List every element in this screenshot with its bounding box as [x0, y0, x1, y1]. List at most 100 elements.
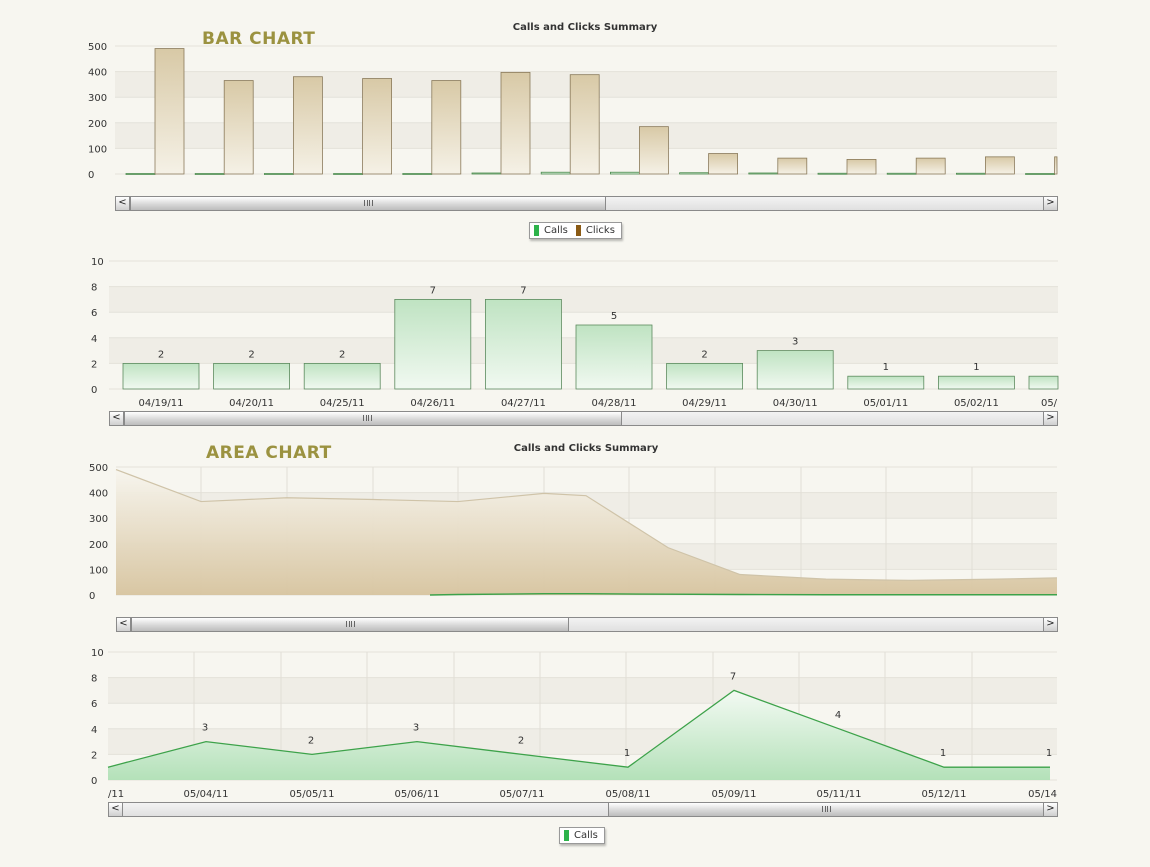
data-label: 1 [940, 748, 946, 759]
legend-item-clicks[interactable]: Clicks [575, 225, 615, 236]
calls-bar [666, 362, 743, 390]
grip-icon [363, 415, 372, 421]
area-chart-legend: Calls [559, 827, 605, 844]
scroll-right-button[interactable]: > [1043, 412, 1057, 425]
scroll-thumb[interactable] [608, 803, 1044, 816]
legend-label: Clicks [585, 225, 615, 236]
legend-label: Calls [574, 830, 598, 841]
scroll-left-button[interactable]: < [117, 618, 131, 631]
legend-label: Calls [544, 225, 568, 236]
x-tick-label: 04/30/11 [773, 398, 818, 409]
scroll-thumb[interactable] [130, 197, 606, 210]
data-label: 3 [413, 723, 419, 734]
calls-bar [956, 172, 986, 175]
calls-bar [610, 171, 640, 175]
calls-bar [484, 298, 562, 390]
scroll-thumb[interactable] [124, 412, 622, 425]
x-tick-label: 04/29/11 [682, 398, 727, 409]
clicks-bar [431, 80, 462, 175]
data-label: 7 [430, 285, 436, 296]
x-tick-label: /11 [108, 789, 124, 800]
calls-bar [847, 375, 925, 390]
bar-chart-scrollbar[interactable]: < > [115, 196, 1058, 211]
calls-bar [333, 173, 364, 175]
calls-bar [817, 172, 848, 175]
grip-icon [364, 200, 373, 206]
y-tick-label: 0 [89, 591, 95, 602]
calls-bar [122, 362, 200, 390]
bar-chart-title: Calls and Clicks Summary [512, 22, 658, 33]
data-label: 1 [1046, 748, 1052, 759]
clicks-bar [1054, 156, 1058, 175]
area-chart-heading: AREA CHART [206, 443, 332, 463]
x-tick-label: 05/08/11 [606, 789, 651, 800]
y-tick-label: 8 [91, 674, 97, 685]
legend-item-calls[interactable]: Calls [564, 830, 598, 841]
y-tick-label: 100 [89, 565, 108, 576]
data-label: 1 [973, 362, 979, 373]
clicks-line [115, 468, 1058, 582]
data-label: 4 [835, 710, 841, 721]
y-tick-label: 300 [88, 93, 107, 104]
calls-bar [1028, 375, 1059, 390]
calls-bar [394, 298, 472, 390]
scroll-right-button[interactable]: > [1043, 618, 1057, 631]
y-tick-label: 300 [89, 514, 108, 525]
scroll-left-button[interactable]: < [109, 803, 123, 816]
calls-bar [263, 173, 294, 175]
calls-bar-chart-scrollbar[interactable]: < > [109, 411, 1058, 426]
calls-swatch [564, 830, 569, 841]
y-tick-label: 200 [89, 540, 108, 551]
clicks-bar [569, 74, 600, 175]
x-tick-label: 05/07/11 [500, 789, 545, 800]
calls-area-chart-scrollbar[interactable]: < > [108, 802, 1058, 817]
legend-item-calls[interactable]: Calls [534, 225, 568, 236]
area-chart-scrollbar[interactable]: < > [116, 617, 1058, 632]
y-tick-label: 4 [91, 725, 97, 736]
x-tick-label: 05/ [1041, 398, 1058, 409]
grip-icon [822, 806, 831, 812]
y-tick-label: 6 [91, 308, 97, 319]
clicks-bar [708, 153, 738, 175]
data-label: 2 [518, 735, 524, 746]
x-tick-label: 04/19/11 [139, 398, 184, 409]
x-tick-label: 05/05/11 [290, 789, 335, 800]
clicks-area [116, 469, 1057, 595]
y-tick-label: 200 [88, 119, 107, 130]
clicks-bar [915, 157, 946, 175]
y-tick-label: 6 [91, 699, 97, 710]
calls-bar [575, 324, 653, 390]
scroll-left-button[interactable]: < [116, 197, 130, 210]
bar-chart-legend: Calls Clicks [529, 222, 622, 239]
x-tick-label: 04/26/11 [410, 398, 455, 409]
x-tick-label: 05/11/11 [817, 789, 862, 800]
scroll-right-button[interactable]: > [1043, 197, 1057, 210]
calls-swatch [534, 225, 539, 236]
scroll-thumb[interactable] [131, 618, 569, 631]
data-label: 2 [308, 735, 314, 746]
area-chart-title: Calls and Clicks Summary [513, 443, 659, 454]
data-label: 3 [792, 337, 798, 348]
calls-line [429, 593, 1057, 596]
calls-bar [471, 172, 502, 175]
x-tick-label: 05/14 [1028, 789, 1057, 800]
clicks-swatch [575, 225, 581, 236]
clicks-bar [639, 126, 669, 175]
clicks-bar [154, 48, 185, 175]
calls-bar [938, 375, 1015, 390]
x-tick-label: 04/20/11 [229, 398, 274, 409]
clicks-bar [292, 76, 323, 175]
bar-chart-heading: BAR CHART [202, 29, 316, 49]
y-tick-label: 0 [88, 170, 94, 181]
calls-area [108, 690, 1050, 780]
data-label: 5 [611, 311, 617, 322]
calls-bar [303, 362, 381, 390]
scroll-left-button[interactable]: < [110, 412, 124, 425]
clicks-bar [846, 159, 877, 175]
x-tick-label: 05/04/11 [184, 789, 229, 800]
scroll-right-button[interactable]: > [1043, 803, 1057, 816]
calls-bar [1025, 173, 1055, 175]
y-tick-label: 4 [91, 334, 97, 345]
data-label: 2 [701, 349, 707, 360]
